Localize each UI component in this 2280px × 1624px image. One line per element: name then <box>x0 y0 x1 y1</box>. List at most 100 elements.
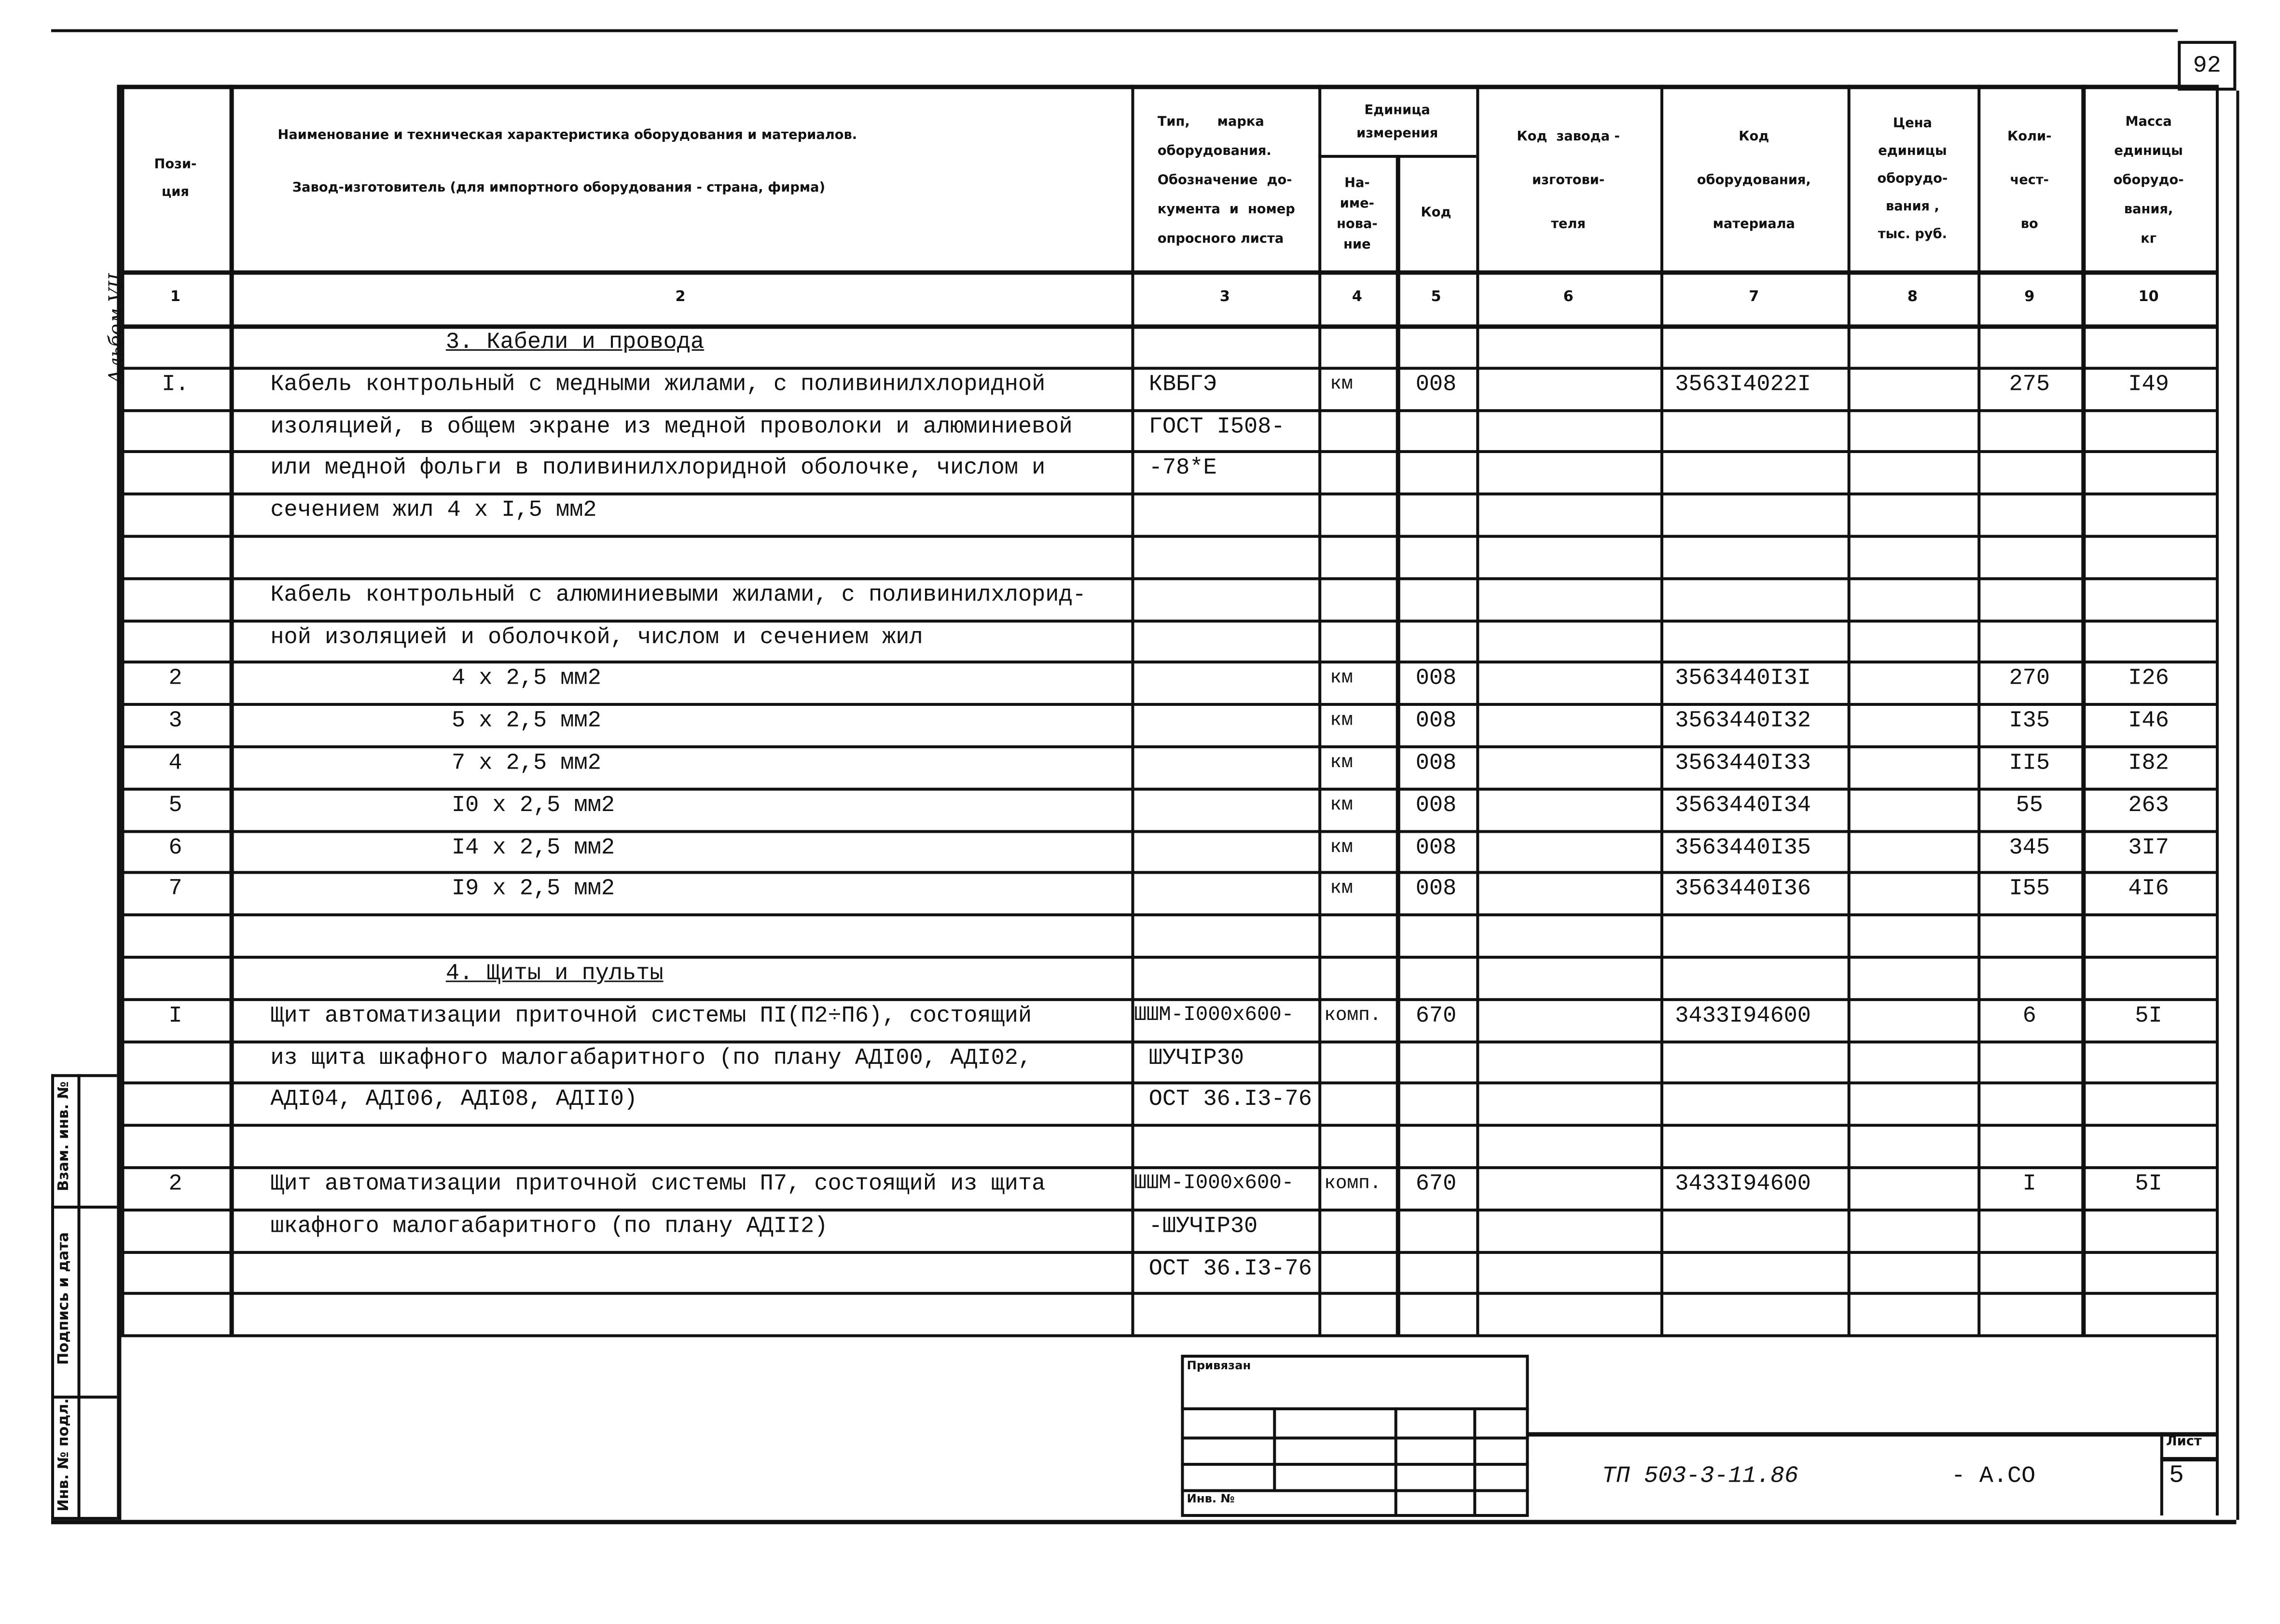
row-line <box>121 661 2216 664</box>
row-line <box>121 535 2216 538</box>
row-line <box>121 1040 2216 1043</box>
cell-type: -78*Е <box>1148 455 1217 482</box>
stamp-bound: Привязан <box>1187 1359 1251 1373</box>
margin-divider <box>51 1395 117 1399</box>
cell-name: 7 x 2,5 мм2 <box>451 749 601 776</box>
cell-name: 4 x 2,5 мм2 <box>451 665 601 692</box>
cell-equipment-code: 3433I94600 <box>1675 1170 1811 1197</box>
column-number: 10 <box>2138 289 2159 306</box>
header-price: Цена единицы оборудо- вания , тыс. руб. <box>1877 117 1948 243</box>
row-line <box>121 619 2216 622</box>
cell-mass: I49 <box>2128 371 2169 398</box>
cell-type: ОСТ 36.I3-76 <box>1148 1254 1312 1281</box>
cell-position: 2 <box>168 1170 182 1197</box>
cell-name: 5 x 2,5 мм2 <box>451 707 601 734</box>
cell-equipment-code: 3563440I35 <box>1675 834 1811 860</box>
cell-quantity: 270 <box>2009 665 2050 692</box>
numbers-bottom-line <box>121 324 2216 329</box>
row-line <box>121 745 2216 748</box>
cell-name: 3. Кабели и провода <box>445 329 705 356</box>
cell-position: 7 <box>168 876 182 903</box>
stamp-line <box>1181 1489 1529 1492</box>
header-unit-code: Код <box>1421 206 1451 221</box>
cell-equipment-code: 3563440I34 <box>1675 792 1811 818</box>
cell-name: сечением жил 4 x I,5 мм2 <box>270 497 597 523</box>
cell-type: ОСТ 36.I3-76 <box>1148 1086 1312 1113</box>
cell-position: 4 <box>168 749 182 776</box>
cell-position: 2 <box>168 665 182 692</box>
stamp-line <box>1473 1407 1477 1517</box>
cell-position: I <box>168 1002 182 1029</box>
margin-block <box>51 1074 117 1520</box>
header-factory-code: Код завода - изготови- теля <box>1517 129 1620 232</box>
cell-position: 6 <box>168 834 182 860</box>
header-type: Тип, марка оборудования. Обозначение до-… <box>1157 114 1295 247</box>
cell-unit-code: 008 <box>1415 665 1457 692</box>
cell-mass: I82 <box>2128 749 2169 776</box>
cell-quantity: 55 <box>2016 792 2043 818</box>
margin-divider <box>51 1205 117 1209</box>
cell-mass: 4I6 <box>2128 876 2169 903</box>
cell-unit-name: комп. <box>1324 1004 1382 1026</box>
row-line <box>121 1208 2216 1211</box>
row-line <box>121 1335 2216 1338</box>
cell-unit-code: 008 <box>1415 876 1457 903</box>
cell-unit-name: км <box>1330 709 1353 731</box>
cell-equipment-code: 3563440I3I <box>1675 665 1811 692</box>
document-suffix: - А.СО <box>1951 1463 2036 1489</box>
header-equipment-code: Код оборудования, материала <box>1697 129 1811 232</box>
margin-signature-date: Подпись и дата <box>56 1232 72 1365</box>
cell-unit-code: 670 <box>1415 1002 1457 1029</box>
column-line <box>1660 84 1664 1335</box>
row-line <box>121 913 2216 917</box>
cell-type: ШШМ-I000x600- <box>1134 1004 1294 1027</box>
row-line <box>121 998 2216 1001</box>
right-border <box>2236 90 2239 1520</box>
cell-type: ШШМ-I000x600- <box>1134 1172 1294 1196</box>
cell-unit-name: км <box>1330 667 1353 689</box>
cell-quantity: 345 <box>2009 834 2050 860</box>
column-line <box>1847 84 1851 1335</box>
stamp-line <box>1181 1407 1529 1410</box>
cell-equipment-code: 3433I94600 <box>1675 1002 1811 1029</box>
row-line <box>121 1124 2216 1127</box>
column-line <box>1318 84 1322 1335</box>
column-line <box>1476 84 1479 1335</box>
row-line <box>121 787 2216 791</box>
cell-quantity: I35 <box>2009 707 2050 734</box>
column-number: 3 <box>1219 289 1230 306</box>
cell-name: Кабель контрольный с медными жилами, с п… <box>270 371 1046 398</box>
column-number: 2 <box>675 289 686 306</box>
cell-name: или медной фольги в поливинилхлоридной о… <box>270 455 1046 482</box>
margin-divider <box>77 1074 81 1520</box>
cell-mass: I46 <box>2128 707 2169 734</box>
cell-name: I0 x 2,5 мм2 <box>451 792 615 818</box>
header-name-line2: Завод-изготовитель (для импортного обору… <box>292 181 826 196</box>
cell-name: Кабель контрольный с алюминиевыми жилами… <box>270 581 1086 608</box>
row-line <box>121 366 2216 370</box>
stamp-line <box>1273 1407 1276 1489</box>
row-line <box>121 1166 2216 1170</box>
page-number: 92 <box>2178 41 2237 91</box>
row-line <box>121 703 2216 706</box>
cell-unit-code: 008 <box>1415 371 1457 398</box>
cell-name: 4. Щиты и пульты <box>445 960 663 987</box>
cell-name: Щит автоматизации приточной системы П7, … <box>270 1170 1046 1197</box>
column-number: 4 <box>1352 289 1362 306</box>
cell-position: 5 <box>168 792 182 818</box>
cell-type: -ШУЧIР30 <box>1148 1212 1258 1239</box>
cell-name: АДI04, АДI06, АДI08, АДII0) <box>270 1086 638 1113</box>
title-block-divider <box>2160 1457 2216 1461</box>
cell-name: шкафного малогабаритного (по плану АДII2… <box>270 1212 828 1239</box>
stamp-line <box>1181 1463 1529 1466</box>
header-bottom-line <box>121 270 2216 275</box>
row-line <box>121 1250 2216 1253</box>
row-line <box>121 493 2216 496</box>
column-line <box>1131 84 1134 1335</box>
cell-mass: I26 <box>2128 665 2169 692</box>
cell-equipment-code: 3563440I33 <box>1675 749 1811 776</box>
cell-name: Щит автоматизации приточной системы ПI(П… <box>270 1002 1032 1029</box>
margin-replaced-inv: Взам. инв. № <box>56 1081 72 1191</box>
top-border <box>51 29 2178 32</box>
